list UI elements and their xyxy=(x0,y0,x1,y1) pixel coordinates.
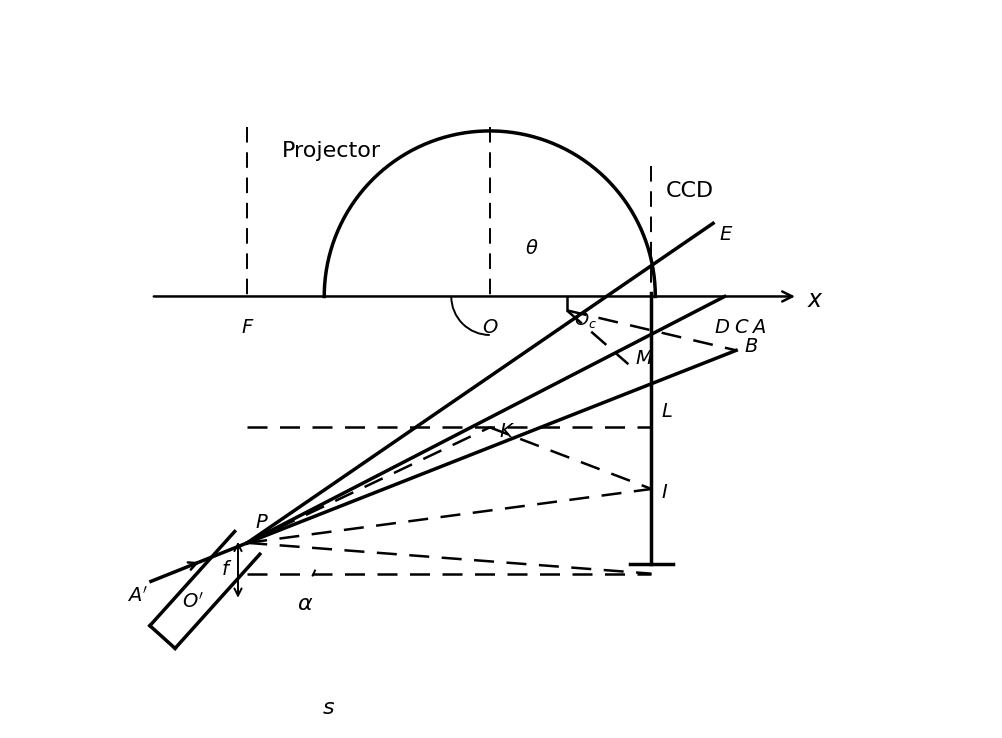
Text: $P$: $P$ xyxy=(255,513,269,532)
Text: $O_c$: $O_c$ xyxy=(574,309,597,330)
Text: $L$: $L$ xyxy=(660,402,671,421)
Text: $O$: $O$ xyxy=(481,318,498,337)
Text: $\theta$: $\theta$ xyxy=(525,239,538,258)
Text: $F$: $F$ xyxy=(240,318,254,337)
Text: CCD: CCD xyxy=(664,181,712,201)
Text: $B$: $B$ xyxy=(743,337,758,356)
Text: $E$: $E$ xyxy=(718,225,732,244)
Text: $I$: $I$ xyxy=(660,483,667,503)
Text: $C$: $C$ xyxy=(733,318,748,337)
Text: $K$: $K$ xyxy=(499,421,515,441)
Text: $x$: $x$ xyxy=(807,288,823,311)
Text: $D$: $D$ xyxy=(712,318,728,337)
Text: $M$: $M$ xyxy=(634,348,652,368)
Text: $A$: $A$ xyxy=(750,318,766,337)
Text: $f$: $f$ xyxy=(220,560,231,579)
Text: $O'$: $O'$ xyxy=(181,592,203,612)
Text: $A'$: $A'$ xyxy=(126,585,147,605)
Text: $s$: $s$ xyxy=(322,698,335,718)
Text: $\alpha$: $\alpha$ xyxy=(297,595,313,615)
Text: Projector: Projector xyxy=(282,141,381,161)
